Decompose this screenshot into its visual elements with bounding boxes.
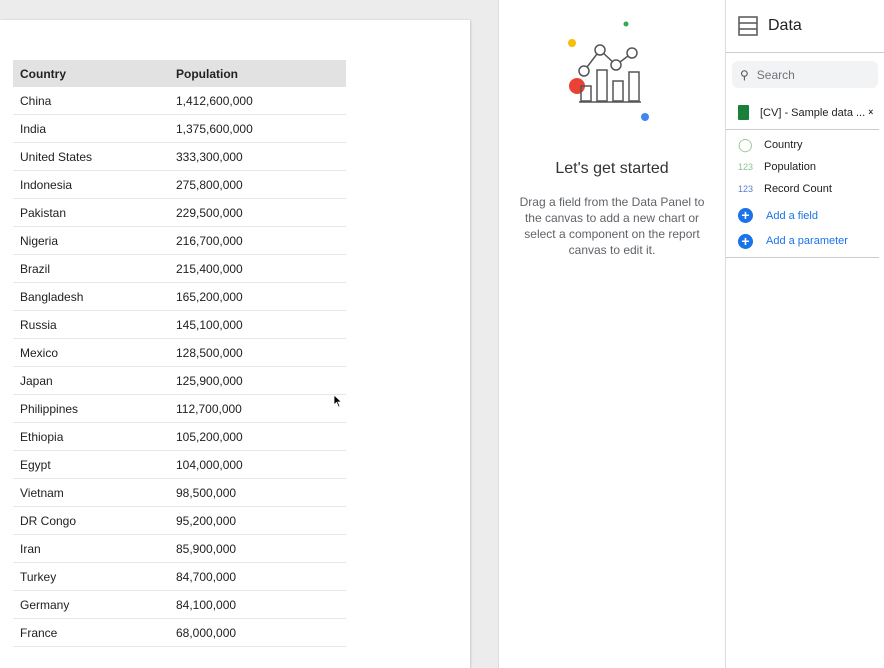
table-row[interactable]: Bangladesh 165,200,000 — [13, 283, 346, 311]
cell-population: 105,200,000 — [176, 429, 243, 444]
cell-country: India — [20, 121, 47, 136]
plus-icon: + — [738, 208, 753, 223]
add-parameter-button[interactable]: + Add a parameter — [726, 229, 879, 258]
table-row[interactable]: United States 333,300,000 — [13, 143, 346, 171]
cell-country: Bangladesh — [20, 289, 84, 304]
table-row[interactable]: Brazil 215,400,000 — [13, 255, 346, 283]
cell-country: Nigeria — [20, 233, 59, 248]
cell-population: 128,500,000 — [176, 345, 243, 360]
plus-icon: + — [738, 233, 753, 249]
table-row[interactable]: France 68,000,000 — [13, 619, 346, 647]
cell-population: 84,100,000 — [176, 597, 237, 612]
empty-state-body: Drag a field from the Data Panel to the … — [519, 195, 705, 257]
empty-state-title: Let's get started — [555, 160, 669, 177]
header-population[interactable]: Population — [176, 66, 238, 81]
cell-population: 216,700,000 — [176, 233, 243, 248]
cell-country: Iran — [20, 541, 41, 556]
cell-country: China — [20, 93, 52, 108]
add-parameter-label: Add a parameter — [766, 235, 848, 247]
table-row[interactable]: Vietnam 98,500,000 — [13, 479, 346, 507]
cell-population: 98,500,000 — [176, 485, 237, 500]
header-country[interactable]: Country — [20, 66, 66, 81]
add-field-button[interactable]: + Add a field — [726, 202, 884, 229]
empty-state-panel: Let's get started Drag a field from the … — [498, 0, 725, 668]
table-row[interactable]: India 1,375,600,000 — [13, 115, 346, 143]
data-panel-title: Data — [768, 17, 802, 34]
cell-population: 68,000,000 — [176, 625, 237, 640]
cell-population: 333,300,000 — [176, 149, 243, 164]
search-placeholder: Search — [756, 67, 795, 82]
field-population[interactable]: 123 Population — [726, 156, 884, 178]
cell-population: 229,500,000 — [176, 205, 243, 220]
cell-country: France — [20, 625, 58, 640]
population-table[interactable]: Country Population China 1,412,600,000 Ind… — [13, 60, 346, 647]
table-row[interactable]: China 1,412,600,000 — [13, 87, 346, 115]
table-row[interactable]: Nigeria 216,700,000 — [13, 227, 346, 255]
data-source-selector[interactable]: [CV] - Sample data ... ⌄ ⌃ — [726, 96, 879, 130]
field-label: Population — [764, 161, 816, 173]
cell-country: Indonesia — [20, 177, 73, 192]
cell-country: Mexico — [20, 345, 59, 360]
cell-population: 145,100,000 — [176, 317, 243, 332]
cell-country: Vietnam — [20, 485, 64, 500]
cell-country: Germany — [20, 597, 70, 612]
cell-population: 1,412,600,000 — [176, 93, 253, 108]
cell-population: 95,200,000 — [176, 513, 237, 528]
number-icon: 123 — [738, 162, 754, 172]
table-row[interactable]: Egypt 104,000,000 — [13, 451, 346, 479]
table-row[interactable]: Turkey 84,700,000 — [13, 563, 346, 591]
field-label: Country — [764, 139, 803, 151]
table-header: Country Population — [13, 60, 346, 87]
cell-population: 165,200,000 — [176, 289, 243, 304]
cell-country: Russia — [20, 317, 57, 332]
cell-country: Egypt — [20, 457, 51, 472]
table-row[interactable]: Mexico 128,500,000 — [13, 339, 346, 367]
search-icon: ⚲ — [740, 67, 749, 82]
report-canvas[interactable]: Country Population China 1,412,600,000 Ind… — [0, 20, 470, 668]
cell-country: United States — [20, 149, 93, 164]
cell-population: 84,700,000 — [176, 569, 237, 584]
cell-country: Turkey — [20, 569, 57, 584]
field-country[interactable]: ◯ Country — [726, 134, 884, 156]
cell-country: Philippines — [20, 401, 79, 416]
globe-icon: ◯ — [738, 137, 753, 152]
collapse-toggle-icon[interactable]: ⌄ ⌃ — [866, 103, 875, 122]
number-icon: 123 — [738, 184, 754, 194]
search-input[interactable]: ⚲ Search — [732, 61, 878, 88]
cell-population: 125,900,000 — [176, 373, 243, 388]
data-source-name: [CV] - Sample data ... — [760, 106, 866, 119]
cell-population: 1,375,600,000 — [176, 121, 253, 136]
cell-population: 112,700,000 — [176, 401, 242, 416]
field-label: Record Count — [764, 183, 832, 195]
mouse-cursor-icon — [333, 394, 343, 408]
table-row[interactable]: Ethiopia 105,200,000 — [13, 423, 346, 451]
table-row[interactable]: Germany 84,100,000 — [13, 591, 346, 619]
table-row[interactable]: Iran 85,900,000 — [13, 535, 346, 563]
table-row[interactable]: Pakistan 229,500,000 — [13, 199, 346, 227]
data-panel-icon — [738, 16, 758, 36]
table-row[interactable]: Russia 145,100,000 — [13, 311, 346, 339]
cell-population: 104,000,000 — [176, 457, 243, 472]
cell-country: Ethiopia — [20, 429, 64, 444]
field-record-count[interactable]: 123 Record Count — [726, 178, 884, 200]
sheets-icon — [738, 105, 749, 120]
table-row[interactable]: DR Congo 95,200,000 — [13, 507, 346, 535]
cell-country: Brazil — [20, 261, 51, 276]
table-row[interactable]: Japan 125,900,000 — [13, 367, 346, 395]
cell-population: 85,900,000 — [176, 541, 237, 556]
chart-illustration-icon — [568, 21, 649, 121]
table-row[interactable]: Indonesia 275,800,000 — [13, 171, 346, 199]
cell-country: DR Congo — [20, 513, 77, 528]
cell-population: 215,400,000 — [176, 261, 243, 276]
cell-population: 275,800,000 — [176, 177, 243, 192]
add-field-label: Add a field — [766, 209, 818, 222]
cell-country: Pakistan — [20, 205, 67, 220]
table-row[interactable]: Philippines 112,700,000 — [13, 395, 346, 423]
data-panel: Data ⚲ Search [CV] - Sample data ... ⌄ ⌃ … — [725, 0, 884, 668]
cell-country: Japan — [20, 373, 53, 388]
